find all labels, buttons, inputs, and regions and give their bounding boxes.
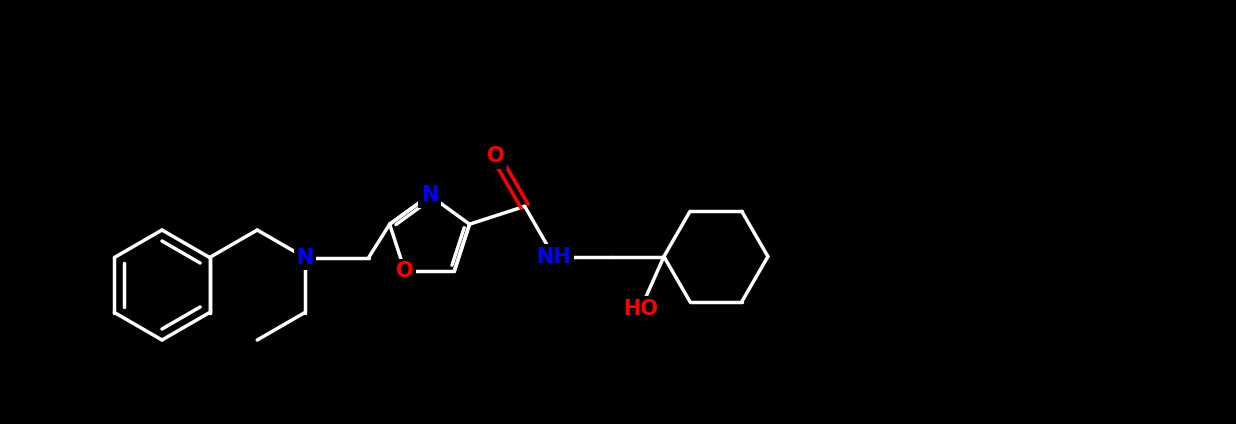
Text: O: O	[396, 261, 414, 281]
Text: N: N	[297, 248, 314, 268]
Text: O: O	[487, 146, 504, 166]
Text: N: N	[421, 185, 439, 205]
Text: HO: HO	[623, 299, 659, 319]
Text: NH: NH	[536, 246, 571, 267]
